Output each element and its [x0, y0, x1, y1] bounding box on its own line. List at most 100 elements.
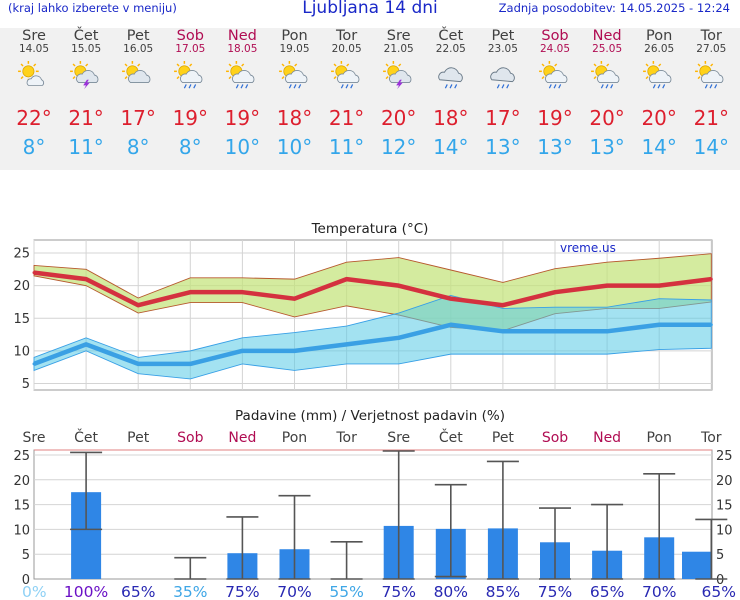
high-temp: 18°	[433, 106, 469, 130]
y-tick-label: 25	[13, 247, 30, 262]
temperature-point	[449, 323, 453, 327]
x-tick-label: Tor	[700, 430, 722, 446]
temperature-point	[84, 342, 88, 346]
day-date: 27.05	[696, 43, 727, 55]
day-name: Sob	[541, 28, 569, 44]
day-date: 24.05	[539, 43, 571, 55]
y-tick-label: 20	[13, 279, 30, 294]
temperature-point	[553, 329, 557, 333]
temperature-range-band	[33, 294, 712, 380]
y-tick-label: 0	[22, 573, 30, 588]
forecast-day: Sob 24.05 19° 13°	[529, 28, 581, 159]
forecast-day: Pet 23.05 17° 13°	[477, 28, 529, 159]
low-temp: 13°	[485, 135, 521, 159]
x-tick-label: Sre	[387, 430, 410, 446]
low-temp: 8°	[22, 135, 46, 159]
temperature-point	[345, 277, 349, 281]
high-temp: 17°	[485, 106, 521, 130]
watermark: vreme.us	[560, 241, 616, 255]
temperature-point	[293, 297, 296, 301]
forecast-day: Pet 16.05 17° 8°	[112, 28, 164, 159]
forecast-day: Sre 14.05 22° 8°	[8, 28, 60, 159]
forecast-day: Čet 15.05 21° 11°	[60, 28, 112, 159]
x-tick-label: Ned	[593, 430, 621, 446]
temperature-point	[188, 290, 192, 294]
y-tick-label-right: 20	[716, 474, 733, 489]
temperature-point	[397, 336, 401, 340]
y-tick-label: 5	[22, 548, 30, 563]
day-name: Pet	[126, 28, 150, 44]
low-temp: 11°	[68, 135, 104, 159]
precipitation-probability: 70%	[277, 583, 311, 600]
day-date: 23.05	[487, 43, 518, 55]
y-tick-label-right: 25	[716, 449, 733, 464]
low-temp: 14°	[641, 135, 677, 159]
sun-rain-icon	[537, 61, 573, 91]
day-date: 22.05	[435, 43, 466, 55]
day-name: Čet	[438, 28, 464, 44]
high-temp: 17°	[120, 106, 156, 130]
x-tick-label: Pon	[647, 430, 672, 446]
y-tick-label-right: 10	[716, 523, 733, 538]
low-temp: 13°	[537, 135, 573, 159]
temperature-point	[605, 329, 609, 333]
temperature-point	[240, 290, 244, 294]
y-tick-label: 5	[22, 377, 30, 392]
x-tick-label: Pet	[127, 430, 150, 446]
y-tick-label: 15	[13, 312, 30, 327]
temperature-point	[605, 284, 609, 288]
low-temp: 8°	[178, 135, 202, 159]
high-temp: 21°	[693, 106, 730, 130]
day-name: Tor	[335, 28, 358, 44]
day-date: 15.05	[71, 43, 102, 55]
temperature-point	[32, 362, 36, 366]
high-temp: 21°	[68, 106, 104, 130]
precipitation-probability: 65%	[121, 583, 155, 600]
partly-cloudy-icon	[120, 61, 156, 91]
temperature-point	[188, 362, 192, 366]
forecast-day: Tor 27.05 21° 14°	[685, 28, 737, 159]
precipitation-probability: 75%	[225, 583, 259, 600]
forecast-day: Sre 21.05 20° 12°	[373, 28, 425, 159]
page-title: Ljubljana 14 dni	[302, 0, 438, 18]
day-date: 20.05	[331, 43, 362, 55]
x-tick-label: Čet	[439, 428, 463, 446]
temperature-line	[33, 270, 712, 308]
forecast-day: Pon 26.05 20° 14°	[633, 28, 685, 159]
high-temp: 22°	[16, 106, 52, 130]
y-tick-label: 10	[13, 344, 30, 359]
high-temp: 21°	[328, 106, 365, 130]
sun-rain-icon	[589, 61, 625, 91]
precipitation-probability: 80%	[434, 583, 468, 600]
y-tick-label-right: 5	[716, 548, 724, 563]
menu-hint[interactable]: (kraj lahko izberete v meniju)	[8, 1, 177, 15]
y-tick-label-right: 0	[716, 573, 724, 588]
day-date: 14.05	[18, 43, 50, 55]
high-temp: 20°	[380, 106, 417, 130]
temperature-point	[657, 323, 661, 327]
sun-rain-icon	[224, 61, 260, 91]
temperature-point	[657, 284, 661, 288]
x-tick-label: Tor	[335, 430, 357, 446]
precipitation-probability: 55%	[329, 583, 363, 600]
day-name: Sob	[176, 28, 204, 44]
y-tick-label: 20	[13, 474, 30, 489]
temperature-line	[33, 322, 712, 367]
forecast-day: Ned 18.05 19° 10°	[216, 28, 268, 159]
day-date: 25.05	[592, 43, 623, 55]
chart-title: Temperatura (°C)	[311, 221, 429, 237]
day-name: Pet	[491, 28, 515, 44]
temperature-chart: 5 10 15 20 25 Temperatura (°C) vreme.us	[13, 221, 713, 392]
y-tick-label: 25	[13, 449, 30, 464]
high-temp: 20°	[641, 106, 677, 130]
day-name: Čet	[73, 28, 99, 44]
precipitation-probability: 75%	[538, 583, 572, 600]
high-temp: 18°	[276, 106, 313, 130]
day-date: 19.05	[279, 43, 310, 55]
precipitation-probability: 35%	[173, 583, 207, 600]
day-date: 18.05	[227, 43, 258, 55]
x-tick-label: Sob	[542, 430, 568, 446]
forecast-day: Pon 19.05 18° 10°	[269, 28, 321, 159]
temperature-point	[501, 329, 505, 333]
day-name: Pon	[281, 28, 308, 44]
